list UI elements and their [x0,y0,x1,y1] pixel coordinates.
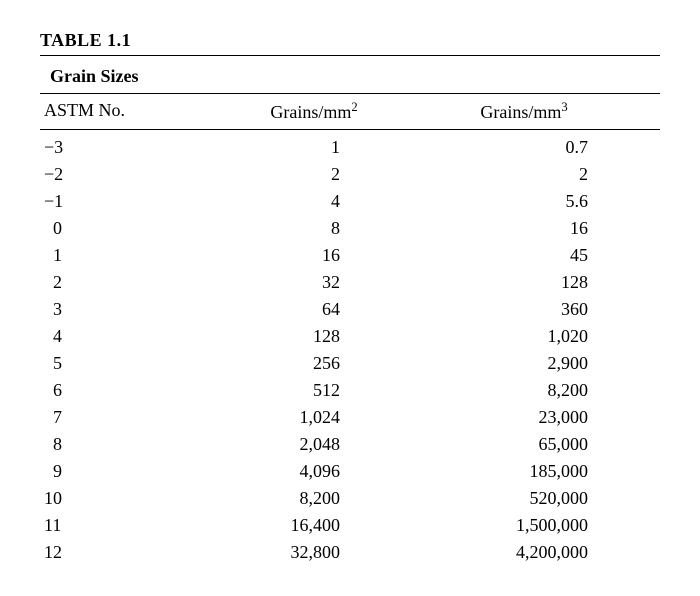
table-row: 11645 [40,242,660,269]
cell-grains-mm3: 16 [412,215,660,242]
table-header-row: ASTM No. Grains/mm2 Grains/mm3 [40,94,660,129]
cell-grains-mm2: 1 [180,134,412,161]
cell-grains-mm3: 8,200 [412,377,660,404]
table-row: −145.6 [40,188,660,215]
cell-grains-mm3: 1,500,000 [412,512,660,539]
cell-astm: 8 [40,431,180,458]
cell-grains-mm2: 2,048 [180,431,412,458]
table-number: TABLE 1.1 [40,30,660,51]
table-row: 82,04865,000 [40,431,660,458]
column-header-grains-mm2: Grains/mm2 [214,100,414,123]
cell-grains-mm2: 4 [180,188,412,215]
cell-astm: −3 [40,134,180,161]
table-row: 0816 [40,215,660,242]
cell-astm: 4 [40,323,180,350]
cell-grains-mm2: 128 [180,323,412,350]
cell-grains-mm3: 0.7 [412,134,660,161]
table-row: 108,200520,000 [40,485,660,512]
table-row: 1116,4001,500,000 [40,512,660,539]
cell-astm: −2 [40,161,180,188]
cell-grains-mm2: 16 [180,242,412,269]
cell-grains-mm3: 65,000 [412,431,660,458]
table-body: −310.7−222−145.6 0816 11645 232128 36436… [40,134,660,566]
table-header-rule [40,129,660,130]
table-row: 52562,900 [40,350,660,377]
table-row: 41281,020 [40,323,660,350]
cell-grains-mm2: 32 [180,269,412,296]
cell-astm: −1 [40,188,180,215]
cell-grains-mm2: 1,024 [180,404,412,431]
cell-grains-mm2: 32,800 [180,539,412,566]
cell-astm: 10 [40,485,180,512]
cell-astm: 11 [40,512,180,539]
col2-sup: 2 [351,100,357,114]
cell-grains-mm3: 185,000 [412,458,660,485]
cell-astm: 12 [40,539,180,566]
table-row: 1232,8004,200,000 [40,539,660,566]
cell-astm: 7 [40,404,180,431]
table-top-rule [40,55,660,56]
cell-grains-mm2: 8 [180,215,412,242]
table-row: −310.7 [40,134,660,161]
cell-astm: 6 [40,377,180,404]
cell-grains-mm3: 4,200,000 [412,539,660,566]
cell-grains-mm2: 8,200 [180,485,412,512]
table-row: 65128,200 [40,377,660,404]
column-header-astm: ASTM No. [40,100,214,123]
table-title: Grain Sizes [40,62,660,93]
cell-grains-mm3: 5.6 [412,188,660,215]
col2-base: Grains/mm [270,102,351,122]
col3-base: Grains/mm [480,102,561,122]
table-row: 232128 [40,269,660,296]
cell-grains-mm2: 512 [180,377,412,404]
cell-astm: 5 [40,350,180,377]
cell-grains-mm3: 23,000 [412,404,660,431]
cell-grains-mm3: 360 [412,296,660,323]
cell-grains-mm2: 2 [180,161,412,188]
table-row: −222 [40,161,660,188]
cell-grains-mm3: 2 [412,161,660,188]
cell-grains-mm3: 45 [412,242,660,269]
cell-grains-mm2: 4,096 [180,458,412,485]
cell-astm: 2 [40,269,180,296]
cell-astm: 0 [40,215,180,242]
cell-grains-mm3: 520,000 [412,485,660,512]
cell-grains-mm2: 64 [180,296,412,323]
col3-sup: 3 [561,100,567,114]
cell-grains-mm3: 1,020 [412,323,660,350]
cell-grains-mm3: 128 [412,269,660,296]
table-row: 94,096185,000 [40,458,660,485]
table-container: TABLE 1.1 Grain Sizes ASTM No. Grains/mm… [40,30,660,566]
cell-grains-mm2: 16,400 [180,512,412,539]
table-row: 364360 [40,296,660,323]
cell-grains-mm2: 256 [180,350,412,377]
cell-astm: 3 [40,296,180,323]
cell-grains-mm3: 2,900 [412,350,660,377]
table-row: 71,02423,000 [40,404,660,431]
cell-astm: 9 [40,458,180,485]
column-header-grains-mm3: Grains/mm3 [414,100,634,123]
cell-astm: 1 [40,242,180,269]
